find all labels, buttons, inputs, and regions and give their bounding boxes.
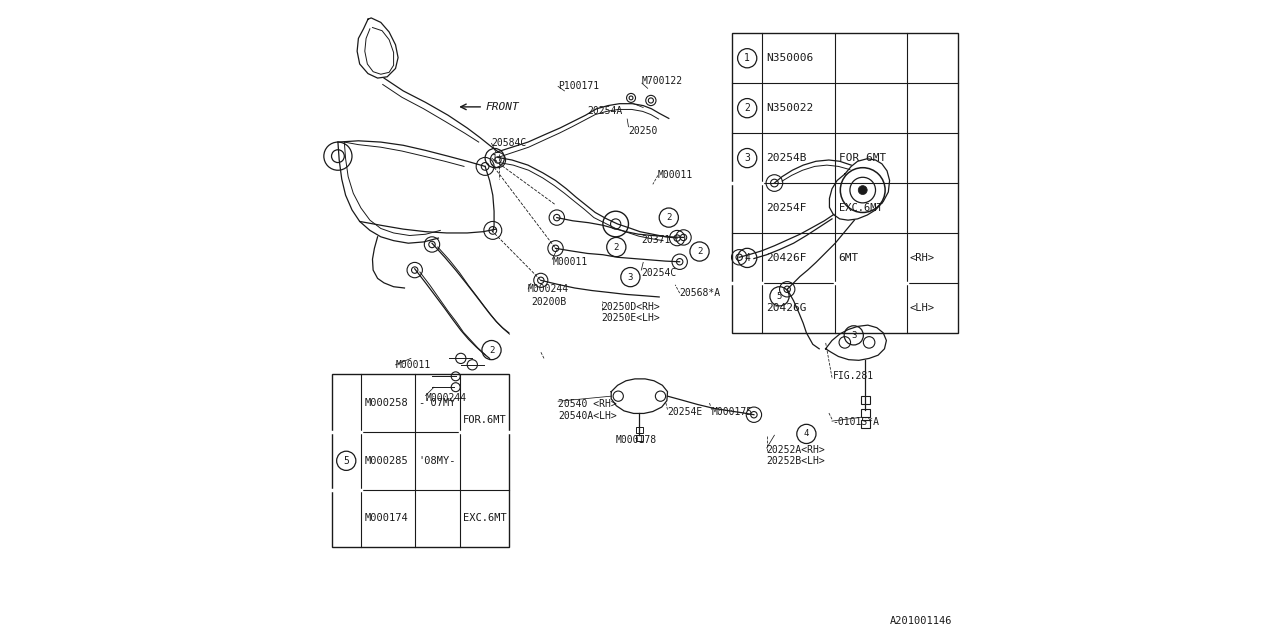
Text: 3: 3 (851, 331, 856, 340)
Text: 20371: 20371 (641, 235, 671, 245)
Text: A201001146: A201001146 (890, 616, 952, 626)
Bar (860, 420, 870, 428)
Text: M000244: M000244 (529, 284, 570, 294)
Text: 20250E<LH>: 20250E<LH> (602, 313, 660, 323)
Bar (635, 435, 644, 441)
Text: M00011: M00011 (658, 170, 694, 180)
Bar (732, 33, 957, 333)
Text: -0101S*A: -0101S*A (832, 417, 879, 428)
Text: 20254A: 20254A (588, 106, 623, 116)
Circle shape (859, 186, 868, 195)
Text: 20200B: 20200B (531, 297, 567, 307)
Text: M700122: M700122 (643, 76, 684, 86)
Text: 2: 2 (613, 243, 620, 252)
Text: 20584C: 20584C (492, 138, 527, 148)
Text: 1: 1 (744, 53, 750, 63)
Text: 3: 3 (744, 153, 750, 163)
Text: 20252B<LH>: 20252B<LH> (767, 456, 826, 466)
Bar (332, 374, 509, 547)
Text: 20250D<RH>: 20250D<RH> (602, 302, 660, 312)
Text: 1: 1 (492, 154, 498, 163)
Text: M00011: M00011 (396, 360, 431, 370)
Text: -'07MY: -'07MY (417, 398, 456, 408)
Text: FOR 6MT: FOR 6MT (838, 153, 886, 163)
Text: M000178: M000178 (616, 435, 657, 445)
Text: FRONT: FRONT (485, 102, 518, 112)
Text: 2: 2 (666, 213, 672, 222)
Text: M000174: M000174 (365, 513, 408, 524)
Text: 6MT: 6MT (838, 253, 859, 263)
Text: M000244: M000244 (425, 393, 467, 403)
Text: 20254E: 20254E (668, 407, 703, 417)
Text: 2: 2 (696, 247, 703, 256)
Text: 5: 5 (777, 292, 782, 301)
Text: N350006: N350006 (765, 53, 813, 63)
Text: 20568*A: 20568*A (680, 288, 721, 298)
Text: 3: 3 (627, 273, 634, 282)
Text: 4: 4 (744, 253, 750, 263)
Text: EXC.6MT: EXC.6MT (838, 203, 882, 213)
Text: 4: 4 (804, 429, 809, 438)
Text: '08MY-: '08MY- (417, 456, 456, 466)
Text: 20426G: 20426G (765, 303, 806, 313)
Text: 20252A<RH>: 20252A<RH> (767, 445, 826, 455)
Text: M00011: M00011 (553, 257, 588, 267)
Bar (635, 427, 644, 433)
Text: P100171: P100171 (558, 81, 599, 92)
Text: N350022: N350022 (765, 103, 813, 113)
Text: 20250: 20250 (628, 126, 658, 136)
Text: 20254C: 20254C (641, 268, 677, 278)
Text: EXC.6MT: EXC.6MT (463, 513, 507, 524)
Bar (860, 409, 870, 417)
Text: 2: 2 (489, 346, 494, 355)
Text: M000258: M000258 (365, 398, 408, 408)
Text: 5: 5 (343, 456, 349, 466)
Text: M000175: M000175 (712, 407, 753, 417)
Text: FIG.281: FIG.281 (833, 371, 874, 381)
Text: 20254F: 20254F (765, 203, 806, 213)
Text: M000285: M000285 (365, 456, 408, 466)
Text: 20540A<LH>: 20540A<LH> (558, 411, 617, 421)
Bar (860, 396, 870, 404)
Text: 20426F: 20426F (765, 253, 806, 263)
Text: <RH>: <RH> (910, 253, 934, 263)
Text: <LH>: <LH> (910, 303, 934, 313)
Text: 2: 2 (744, 103, 750, 113)
Text: 20254B: 20254B (765, 153, 806, 163)
Text: FOR.6MT: FOR.6MT (463, 415, 507, 426)
Text: 20540 <RH>: 20540 <RH> (558, 399, 617, 410)
